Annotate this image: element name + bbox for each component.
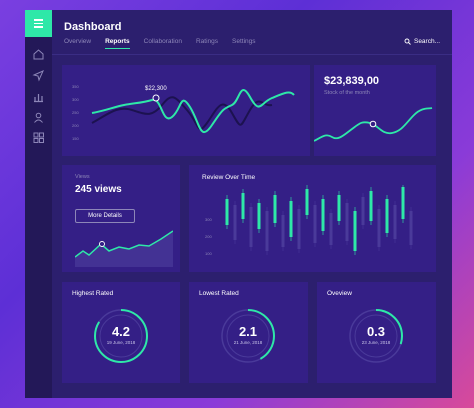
- tab-reports[interactable]: Reports: [105, 38, 130, 49]
- highest-rated-card: Highest Rated 4.2 19 June, 2018: [62, 282, 180, 383]
- candle-body: [393, 205, 397, 239]
- tab-bar: Overview Reports Collaboration Ratings S…: [64, 38, 270, 49]
- candle-body: [241, 193, 245, 219]
- candle-body: [297, 209, 301, 249]
- candle-body: [361, 197, 365, 225]
- overview-date: 23 June, 2018: [361, 340, 391, 345]
- candle-body: [249, 207, 253, 247]
- secondary-series-line: [91, 96, 273, 130]
- views-line: [75, 230, 173, 258]
- overview-gauge: 0.3 23 June, 2018: [346, 306, 406, 366]
- menu-bar: [34, 19, 43, 21]
- gauge-ring: [94, 309, 148, 363]
- candle-body: [369, 191, 373, 221]
- candle-body: [345, 203, 349, 241]
- more-details-button[interactable]: More Details: [75, 209, 135, 223]
- dashboard-window: Dashboard Overview Reports Collaboration…: [25, 10, 452, 398]
- candle-body: [353, 211, 357, 251]
- lowest-rated-date: 21 June, 2018: [233, 340, 263, 345]
- candle-body: [409, 211, 413, 245]
- grid-icon[interactable]: [32, 131, 45, 144]
- highest-rated-gauge: 4.2 19 June, 2018: [91, 306, 151, 366]
- stock-label: Stock of the month: [324, 90, 370, 96]
- topbar: Dashboard Overview Reports Collaboration…: [52, 10, 452, 54]
- home-icon[interactable]: [32, 48, 45, 61]
- header-divider: [52, 54, 452, 55]
- views-value: 245 views: [75, 184, 122, 195]
- y-tick-label: 350: [72, 84, 79, 89]
- review-card: Review Over Time 300 200 100: [189, 165, 436, 272]
- menu-bar: [34, 26, 43, 28]
- search-input[interactable]: Search...: [413, 38, 440, 45]
- candle-group: [225, 185, 413, 255]
- overview-card: Oveview 0.3 23 June, 2018: [317, 282, 436, 383]
- chart-callout-label: $22,300: [145, 86, 167, 92]
- candle-body: [289, 201, 293, 237]
- y-tick-label: 200: [205, 234, 212, 239]
- candle-body: [305, 189, 309, 215]
- stock-point-marker[interactable]: [369, 120, 377, 128]
- review-candlestick-chart: 300 200 100: [205, 185, 413, 256]
- search-box[interactable]: Search...: [404, 38, 440, 45]
- main-line-chart: 350 300 250 200 150 $22,300: [72, 84, 295, 141]
- primary-series-line: [91, 89, 295, 134]
- stock-card: $23,839,00 Stock of the month: [314, 65, 436, 156]
- lowest-rated-value: 2.1: [238, 324, 258, 339]
- search-icon: [404, 38, 411, 45]
- views-card: Views 245 views More Details: [62, 165, 180, 272]
- y-tick-label: 100: [205, 251, 212, 256]
- candle-body: [313, 205, 317, 243]
- lowest-rated-gauge: 2.1 21 June, 2018: [218, 306, 278, 366]
- candle-body: [273, 195, 277, 223]
- views-area-chart: [75, 230, 173, 267]
- candle-body: [321, 199, 325, 231]
- bar-chart-icon[interactable]: [32, 90, 45, 103]
- sidebar: [25, 10, 52, 398]
- tab-settings[interactable]: Settings: [232, 38, 256, 45]
- tab-ratings[interactable]: Ratings: [195, 38, 219, 45]
- menu-bar: [34, 22, 43, 25]
- highest-rated-title: Highest Rated: [72, 290, 114, 297]
- tab-collaboration[interactable]: Collaboration: [143, 38, 182, 45]
- review-title: Review Over Time: [202, 174, 256, 181]
- candle-body: [257, 203, 261, 229]
- candle-body: [265, 211, 269, 251]
- gauge-ring: [221, 309, 275, 363]
- y-tick-label: 200: [72, 123, 79, 128]
- candle-body: [281, 215, 285, 247]
- gauge-ring: [349, 309, 403, 363]
- y-tick-label: 300: [72, 97, 79, 102]
- chart-point-marker[interactable]: [152, 94, 160, 102]
- candle-body: [337, 195, 341, 221]
- lowest-rated-title: Lowest Rated: [199, 290, 239, 297]
- overview-value: 0.3: [366, 324, 386, 339]
- views-area-fill: [75, 231, 173, 267]
- y-tick-label: 250: [72, 110, 79, 115]
- y-tick-label: 300: [205, 217, 212, 222]
- highest-rated-value: 4.2: [111, 324, 131, 339]
- lowest-rated-card: Lowest Rated 2.1 21 June, 2018: [189, 282, 308, 383]
- candle-body: [385, 199, 389, 233]
- page-title: Dashboard: [64, 21, 122, 33]
- views-label: Views: [75, 174, 90, 180]
- candle-body: [225, 199, 229, 225]
- candle-body: [401, 187, 405, 219]
- candle-body: [329, 213, 333, 245]
- highest-rated-date: 19 June, 2018: [106, 340, 136, 345]
- candle-body: [233, 205, 237, 240]
- tab-overview[interactable]: Overview: [64, 38, 92, 45]
- overview-title: Oveview: [327, 290, 352, 297]
- stock-sparkline: [314, 107, 433, 142]
- menu-button[interactable]: [25, 10, 52, 37]
- stock-value: $23,839,00: [324, 75, 380, 87]
- y-tick-label: 150: [72, 136, 79, 141]
- user-icon[interactable]: [32, 111, 45, 124]
- views-point-marker[interactable]: [99, 241, 105, 247]
- candle-body: [377, 209, 381, 247]
- send-icon[interactable]: [32, 69, 45, 82]
- main-chart-card: 350 300 250 200 150 $22,300: [62, 65, 310, 156]
